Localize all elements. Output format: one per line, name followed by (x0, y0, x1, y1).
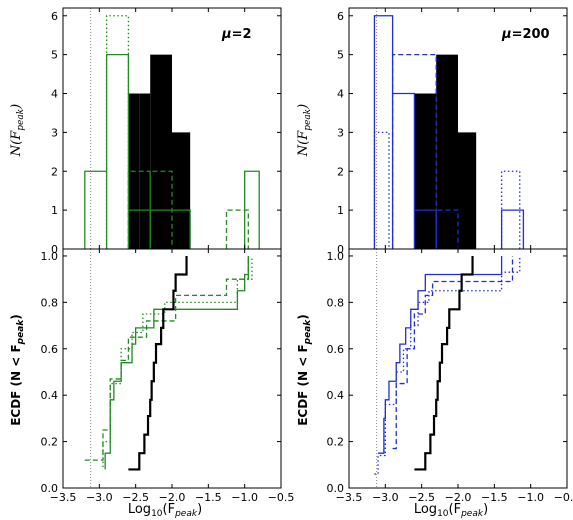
y-tick-label: 0.2 (41, 436, 59, 449)
x-tick-label: −2.0 (159, 491, 186, 504)
panel-bottom-left: 0.0 0.2 0.4 0.6 0.8 1.0 −3.5 −3.0 −2.5 −2.0 −1.5 −1… (41, 248, 295, 504)
x-tick-label: −1.5 (195, 491, 222, 504)
y-tick-label: 0.2 (327, 436, 345, 449)
x-tick-label: −3.5 (336, 491, 363, 504)
y-tick-label: 6 (337, 10, 344, 23)
y-tick-label: 0.0 (41, 482, 59, 495)
y-tick-label: 0 (51, 243, 58, 256)
ecdf-line-green-solid-0 (104, 255, 249, 470)
y-tick-label: 0.4 (41, 389, 59, 402)
panel-top-left: 0 1 2 3 4 5 6 (51, 7, 282, 256)
outline-histogram-dashed-2 (127, 170, 249, 249)
y-tick-label: 0.6 (41, 343, 59, 356)
y-tick-label: 1 (337, 204, 344, 217)
filled-bar-1 (139, 93, 151, 249)
y-tick-label: 5 (51, 49, 58, 62)
x-tick-label: −0.5 (268, 491, 295, 504)
ecdf-line-black-solid-3 (414, 255, 474, 471)
ecdf-line-blue-dotted-2 (374, 255, 521, 475)
y-tick-label: 0.8 (327, 296, 345, 309)
y-tick-label: 0 (337, 243, 344, 256)
panel-bottom-right: 0.0 0.2 0.4 0.6 0.8 1.0 −3.5 −3.0 −2.5 −2.0 −1.5 −1… (327, 248, 573, 504)
ecdf-line-green-dashed-1 (84, 255, 249, 461)
y-tick-label: 6 (51, 10, 58, 23)
x-tick-label: −1.0 (517, 491, 544, 504)
y-tick-label: 1.0 (41, 250, 59, 263)
x-tick-label: −2.5 (408, 491, 435, 504)
y-tick-label: 0.0 (327, 482, 345, 495)
filled-bar-3 (172, 132, 191, 249)
panels: 0 1 2 3 4 5 6 0 1 2 3 4 5 6 0.0 0.2 0.4 0.6 0.8 1.0 −3.5 −3.0… (41, 7, 573, 504)
ecdf-ylabel-left: ECDF (N < Fpeak) (9, 314, 26, 426)
x-tick-label: −1.0 (231, 491, 258, 504)
y-tick-label: 4 (51, 88, 58, 101)
filled-bar-2 (458, 132, 477, 249)
outline-histogram-dashed-1 (391, 53, 459, 249)
xlabel-left: Log10(Fpeak) (128, 502, 202, 519)
mu-annotation-right: μ=200 (501, 27, 550, 42)
outline-histogram-solid-0 (84, 53, 260, 249)
hist-ylabel-left: N(Fpeak) (9, 104, 26, 157)
y-tick-label: 0.8 (41, 296, 59, 309)
x-tick-label: −2.0 (445, 491, 472, 504)
ecdf-line-blue-dashed-1 (392, 255, 514, 450)
y-tick-label: 3 (337, 126, 344, 139)
x-tick-label: −0.5 (554, 491, 573, 504)
x-tick-label: −3.0 (372, 491, 399, 504)
outline-histogram-dotted-1 (105, 15, 130, 249)
y-tick-label: 0.4 (327, 389, 345, 402)
y-tick-label: 3 (51, 126, 58, 139)
y-tick-label: 1.0 (327, 250, 345, 263)
y-tick-label: 2 (337, 165, 344, 178)
y-tick-label: 1 (51, 204, 58, 217)
axes-frame (62, 248, 282, 489)
hist-ylabel-right: N(Fpeak) (296, 104, 313, 157)
x-tick-label: −1.5 (481, 491, 508, 504)
ecdf-line-green-dotted-2 (102, 255, 253, 468)
outline-histogram-dotted-2 (373, 131, 521, 249)
filled-bar-2 (150, 54, 172, 250)
filled-bar-1 (436, 54, 458, 250)
x-tick-label: −3.5 (50, 491, 77, 504)
xlabel-right: Log10(Fpeak) (414, 502, 488, 519)
y-tick-label: 0.6 (327, 343, 345, 356)
outline-histogram-solid-0 (373, 15, 525, 249)
y-tick-label: 2 (51, 165, 58, 178)
ecdf-line-black-solid-3 (128, 255, 188, 471)
axes-frame (348, 248, 568, 489)
y-tick-label: 4 (337, 88, 344, 101)
y-tick-label: 5 (337, 49, 344, 62)
x-tick-label: −2.5 (122, 491, 149, 504)
panel-top-right: 0 1 2 3 4 5 6 (337, 7, 568, 256)
x-tick-label: −3.0 (86, 491, 113, 504)
ecdf-ylabel-right: ECDF (N < Fpeak) (296, 314, 313, 426)
mu-annotation-left: μ=2 (221, 27, 252, 42)
filled-bar-0 (414, 93, 437, 249)
